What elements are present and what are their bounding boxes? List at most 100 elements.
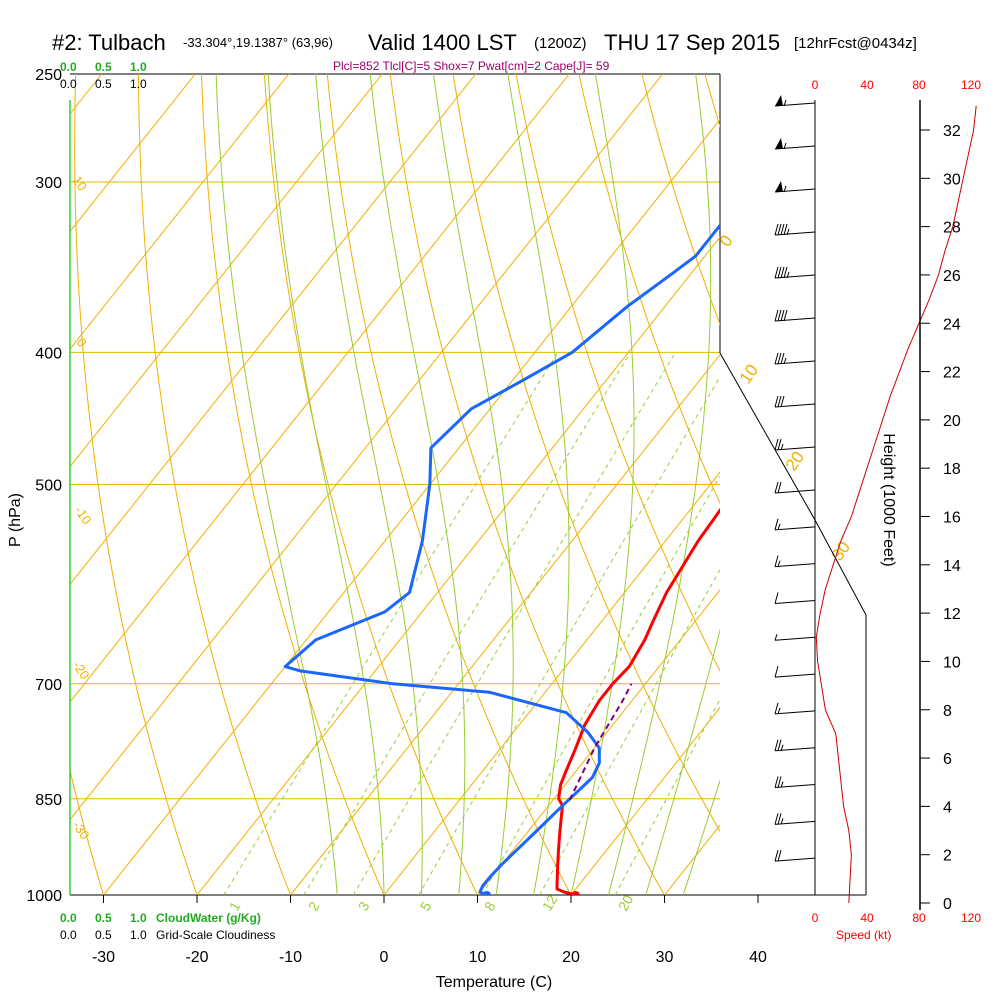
barb-full	[777, 776, 782, 788]
isotherm--110	[0, 74, 8, 895]
speed-axis-label: Speed (kt)	[836, 928, 891, 942]
wind-barb-9	[774, 481, 816, 494]
speed-tick-top-120: 120	[961, 78, 981, 92]
wind-barb-3	[774, 223, 816, 236]
barb-half	[777, 523, 781, 530]
barb-full	[783, 309, 788, 322]
barb-half	[783, 142, 787, 150]
temperature-line	[555, 507, 720, 895]
barb-full	[774, 555, 779, 567]
barb-pennant	[775, 138, 783, 149]
wind-barb-1	[774, 138, 816, 150]
pressure-axis: 250 300 400 500 700 850 1000	[26, 67, 62, 905]
isobar-lines	[70, 73, 815, 896]
wind-barb-6	[774, 352, 816, 365]
x-axis-label: Temperature (C)	[436, 974, 552, 991]
barb-half	[774, 634, 778, 641]
barb-half	[786, 228, 790, 236]
barb-full	[783, 266, 788, 279]
barb-half	[780, 818, 784, 825]
cloud-tick-top-green-0: 0.0	[60, 60, 77, 74]
dry-adiabat-80	[704, 74, 720, 128]
cloud-tick-top-black-1: 0.5	[95, 77, 112, 91]
speed-panel-border	[719, 352, 867, 895]
temp-tick-30: 30	[656, 949, 674, 966]
mixing-ratio-label-20: 20	[615, 892, 637, 914]
height-tick-16: 16	[943, 510, 961, 527]
height-tick-30: 30	[943, 171, 961, 188]
temp-tick--30: -30	[92, 949, 115, 966]
mixing-ratio-20	[614, 698, 720, 895]
cloud-tick-bottom-black-2: 1.0	[130, 928, 147, 942]
barb-full	[777, 309, 782, 322]
temp-tick-20: 20	[562, 949, 580, 966]
pressure-tick-400: 400	[35, 345, 62, 362]
cloud-tick-top-green-2: 1.0	[130, 60, 147, 74]
isotherm-label-6: 10	[736, 361, 762, 387]
isotherm-label-2: -10	[72, 503, 95, 527]
height-tick-2: 2	[943, 848, 952, 865]
isotherm--10	[290, 353, 720, 895]
pressure-tick-500: 500	[35, 478, 62, 495]
barb-full	[774, 395, 779, 408]
isotherm-label-7: 20	[782, 448, 808, 474]
barb-full	[777, 481, 782, 494]
temp-tick-0: 0	[380, 949, 389, 966]
zulu-time: (1200Z)	[534, 35, 587, 52]
cloud-tick-bottom-black-0: 0.0	[60, 928, 77, 942]
dry-adiabat--30	[70, 768, 104, 895]
wind-barb-11	[774, 555, 816, 568]
sounding-profiles	[283, 222, 720, 895]
forecast-date: THU 17 Sep 2015	[604, 30, 780, 55]
barb-staff	[774, 274, 816, 279]
height-tick-12: 12	[943, 606, 961, 623]
barb-full	[774, 850, 779, 862]
isotherm-label-1: 0	[74, 335, 90, 350]
barb-full	[783, 223, 788, 236]
isotherm--20	[196, 236, 720, 895]
mixing-ratio-3	[352, 352, 676, 895]
temp-tick-40: 40	[749, 949, 767, 966]
moist-adiabat-28	[645, 628, 720, 895]
barb-staff	[774, 636, 816, 641]
barb-full	[774, 309, 779, 322]
barb-full	[774, 702, 779, 715]
height-tick-18: 18	[943, 461, 961, 478]
moist-adiabat-lines	[215, 74, 720, 895]
speed-tick-bottom-40: 40	[860, 911, 874, 925]
barb-full	[774, 518, 779, 530]
height-tick-0: 0	[943, 896, 952, 913]
barb-full	[777, 813, 782, 825]
barb-staff	[774, 710, 816, 715]
speed-tick-bottom-120: 120	[961, 911, 981, 925]
barb-half	[783, 99, 787, 107]
barb-full	[780, 395, 785, 408]
barb-half	[777, 707, 781, 715]
cloud-tick-top-black-2: 1.0	[130, 77, 147, 91]
wind-barb-14	[774, 665, 816, 678]
station-name: #2: Tulbach	[52, 30, 166, 55]
cloud-scale-bottom: 0.0 0.5 1.0 CloudWater (g/Kg) 0.0 0.5 1.…	[60, 911, 275, 942]
barb-staff	[774, 857, 816, 862]
barb-full	[774, 739, 779, 751]
wind-barb-5	[774, 309, 816, 322]
wind-speed-line	[815, 105, 977, 904]
isotherm--70	[70, 74, 383, 468]
wind-barb-18	[774, 813, 816, 825]
y-axis-label: P (hPa)	[7, 493, 24, 547]
dry-adiabat-10	[263, 74, 478, 895]
wind-barb-4	[774, 266, 816, 279]
isotherm-label-4: -30	[70, 818, 93, 842]
dry-adiabat-50	[515, 74, 720, 672]
cloud-scale-top: 0.0 0.5 1.0 0.0 0.5 1.0	[60, 60, 147, 91]
mixing-ratio-label-12: 12	[539, 892, 561, 914]
height-tick-14: 14	[943, 558, 961, 575]
height-tick-10: 10	[943, 654, 961, 671]
barb-half	[777, 560, 781, 567]
barb-staff	[774, 360, 816, 365]
isotherm-label-0: 10	[70, 173, 91, 193]
wind-barb-0	[774, 95, 816, 107]
barb-full	[774, 438, 779, 451]
